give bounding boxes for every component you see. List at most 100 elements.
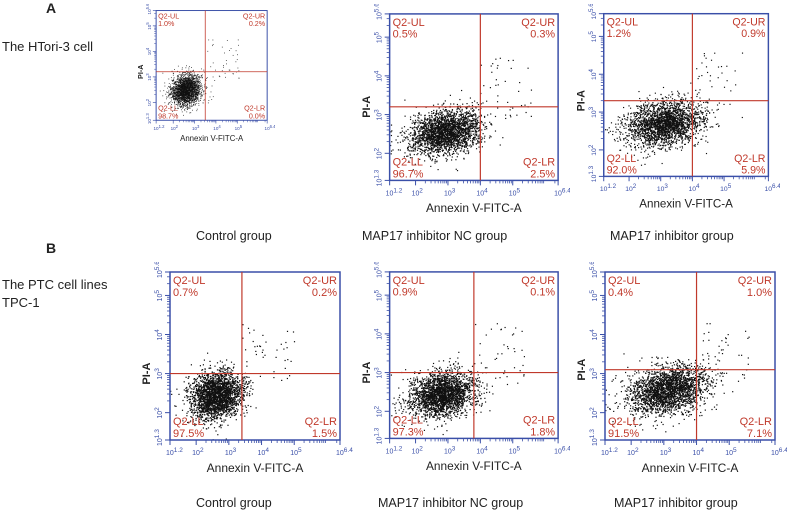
x-tick-label: 106.4 <box>554 445 570 455</box>
plot-b-control: 101.2 102 103 104 105 106.4 101.3 102 103 104 105 1… <box>130 261 360 484</box>
y-tick-label: 105 <box>374 31 384 43</box>
x-tick-label: 103 <box>444 187 456 197</box>
dot-cloud <box>604 52 744 166</box>
x-tick-label: 101.2 <box>386 445 403 455</box>
x-tick-label: 105 <box>509 187 521 197</box>
x-axis-label: Annexin V-FITC-A <box>639 197 733 210</box>
y-tick-label: 104 <box>588 69 598 81</box>
x-tick-label: 106.4 <box>265 124 275 131</box>
quadrant-ur-label: Q2-UR <box>732 16 765 28</box>
y-tick-label: 101.3 <box>588 165 598 182</box>
y-tick-label: 102 <box>589 407 599 419</box>
x-tick-label: 104 <box>258 447 270 457</box>
quadrant-lr-value: 7.1% <box>747 428 772 440</box>
plot-a-inhibitor: 101.2 102 103 104 105 106.4 101.3 102 103 104 105 1… <box>565 3 781 226</box>
y-tick-label: 105 <box>145 22 152 30</box>
quadrant-ll-label: Q2-LL <box>393 415 423 427</box>
x-tick-label: 104 <box>693 447 705 457</box>
quadrant-ur-value: 1.0% <box>747 287 772 299</box>
x-tick-label: 102 <box>171 124 179 131</box>
quadrant-lr-label: Q2-LR <box>523 157 555 169</box>
y-tick-label: 105 <box>588 31 598 43</box>
y-axis-label: PI-A <box>141 363 153 385</box>
x-tick-label: 105 <box>725 447 737 457</box>
dot-cloud <box>390 57 533 172</box>
quadrant-ll-label: Q2-LL <box>608 416 639 428</box>
x-tick-label: 105 <box>509 445 521 455</box>
quadrant-ll-value: 91.5% <box>608 428 639 440</box>
y-tick-label: 104 <box>374 70 384 82</box>
flow-plot-b-control: 101.2 102 103 104 105 106.4 101.3 102 103 104 105 1… <box>141 261 353 475</box>
x-tick-label: 104 <box>476 187 488 197</box>
quadrant-ur-value: 0.1% <box>530 287 555 299</box>
x-axis-label: Annexin V-FITC-A <box>207 461 304 475</box>
quadrant-lr-label: Q2-LR <box>523 415 555 427</box>
y-tick-label: 105.6 <box>154 262 164 278</box>
y-tick-label: 102 <box>154 407 164 419</box>
x-tick-label: 101.2 <box>601 447 618 457</box>
y-tick-label: 102 <box>588 144 598 156</box>
y-axis-label: PI-A <box>361 96 373 118</box>
x-tick-label: 102 <box>412 187 424 197</box>
x-tick-label: 101.2 <box>386 187 403 197</box>
y-tick-label: 103 <box>154 368 164 380</box>
x-tick-label: 105 <box>720 183 732 193</box>
y-tick-label: 105.6 <box>588 4 598 19</box>
quadrant-ul-value: 0.7% <box>173 287 198 299</box>
quadrant-lr-label: Q2-LR <box>734 153 766 165</box>
quadrant-lr-value: 5.9% <box>741 164 766 176</box>
quadrant-ul-label: Q2-UL <box>393 275 425 287</box>
y-tick-label: 105 <box>154 290 164 302</box>
quadrant-ul-value: 0.5% <box>393 29 418 41</box>
flow-plot-a-control: 101.2 102 103 104 105 106.4 101.3 102 103 104 105 1… <box>137 3 276 143</box>
x-tick-label: 102 <box>412 445 424 455</box>
x-tick-label: 103 <box>192 124 200 131</box>
quadrant-lr-value: 1.8% <box>530 426 555 438</box>
plot-frame <box>169 271 341 441</box>
x-tick-label: 103 <box>660 447 672 457</box>
quadrant-lr-value: 1.5% <box>312 428 337 440</box>
y-tick-label: 104 <box>374 328 384 340</box>
quadrant-ll-value: 92.0% <box>607 164 638 176</box>
y-axis-label: PI-A <box>575 90 587 112</box>
x-tick-label: 101.2 <box>600 183 617 193</box>
x-axis-label: Annexin V-FITC-A <box>180 134 244 143</box>
quadrant-ul-value: 0.9% <box>393 287 418 299</box>
x-axis-label: Annexin V-FITC-A <box>426 201 522 215</box>
quadrant-ul-value: 0.4% <box>608 287 633 299</box>
y-tick-label: 103 <box>589 368 599 380</box>
quadrant-ll-value: 97.3% <box>393 426 424 438</box>
x-tick-label: 101.2 <box>166 447 183 457</box>
plot-b-nc: 101.2 102 103 104 105 106.4 101.3 102 103 104 105 1… <box>350 261 571 484</box>
quadrant-ul-label: Q2-UL <box>393 17 425 29</box>
y-tick-label: 104 <box>589 329 599 341</box>
quadrant-ur-label: Q2-UR <box>738 275 772 287</box>
plot-b-inhibitor: 101.2 102 103 104 105 106.4 101.3 102 103 104 105 1… <box>565 261 788 484</box>
quadrant-ur-label: Q2-UR <box>303 275 337 287</box>
row-label-ptc-line2: TPC-1 <box>2 295 40 310</box>
x-tick-label: 101.2 <box>154 124 166 131</box>
x-tick-label: 104 <box>476 445 488 455</box>
y-tick-label: 104 <box>145 47 152 55</box>
y-tick-label: 101.3 <box>145 113 152 125</box>
y-tick-label: 101.3 <box>154 429 164 446</box>
y-tick-label: 102 <box>145 98 152 106</box>
flow-plot-a-inhibitor: 101.2 102 103 104 105 106.4 101.3 102 103 104 105 1… <box>575 3 781 211</box>
quadrant-ur-label: Q2-UR <box>243 12 265 20</box>
dot-cloud <box>390 323 526 436</box>
quadrant-ll-label: Q2-LL <box>607 153 637 165</box>
x-tick-label: 105 <box>235 124 243 131</box>
quadrant-ur-label: Q2-UR <box>521 17 555 29</box>
y-tick-label: 101.3 <box>374 427 384 444</box>
x-tick-label: 102 <box>627 447 639 457</box>
quadrant-ul-label: Q2-UL <box>173 275 205 287</box>
dot-cloud <box>605 323 750 433</box>
x-tick-label: 104 <box>213 124 221 131</box>
caption-a-nc: MAP17 inhibitor NC group <box>362 229 508 243</box>
quadrant-ll-value: 97.5% <box>173 428 204 440</box>
quadrant-ul-value: 1.2% <box>607 28 632 40</box>
flow-plot-a-nc: 101.2 102 103 104 105 106.4 101.3 102 103 104 105 1… <box>361 3 571 215</box>
quadrant-ll-label: Q2-LL <box>158 104 178 112</box>
quadrant-lr-label: Q2-LR <box>305 416 337 428</box>
y-tick-label: 104 <box>154 329 164 341</box>
